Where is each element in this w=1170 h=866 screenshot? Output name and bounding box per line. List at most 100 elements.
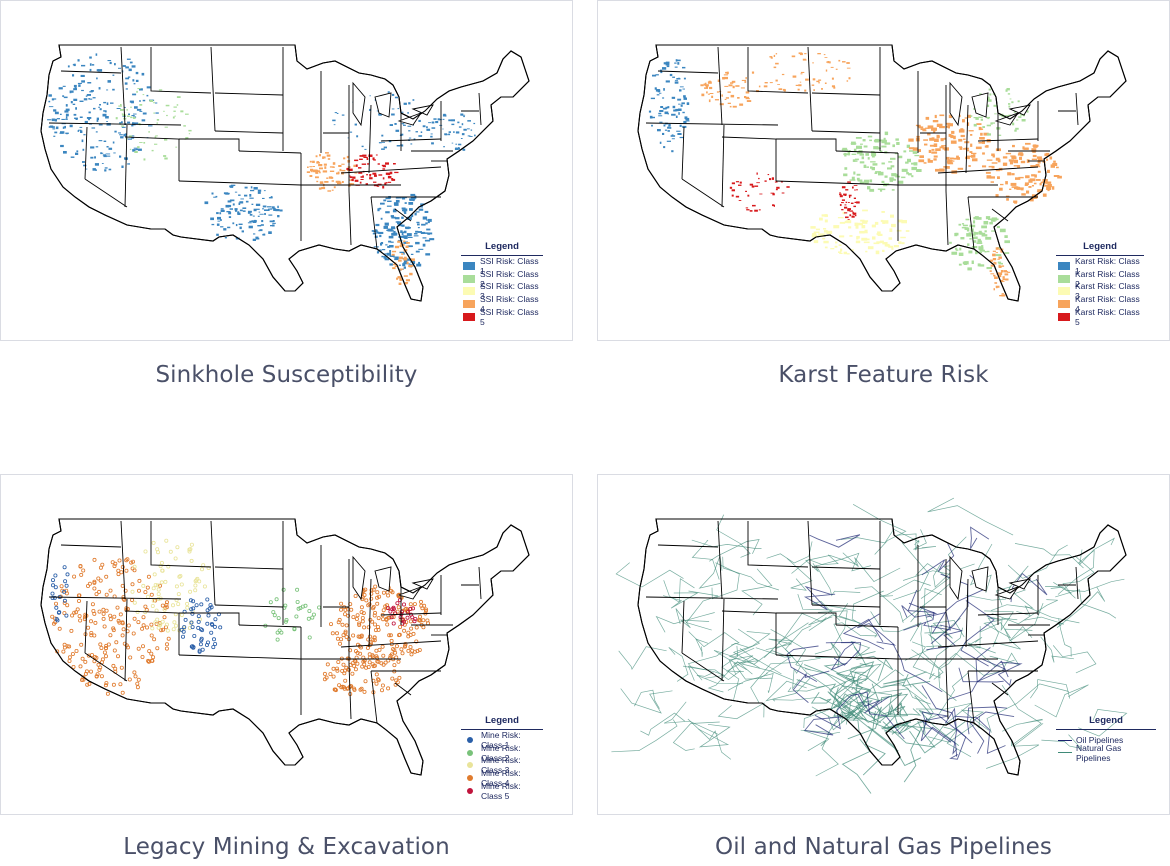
risk-area (108, 168, 112, 171)
risk-area (73, 84, 77, 88)
mine-site (57, 610, 62, 615)
risk-area (989, 93, 992, 96)
mine-site (84, 669, 89, 674)
mine-site (338, 607, 343, 612)
risk-area (73, 98, 78, 101)
risk-area (667, 126, 670, 129)
risk-area (382, 177, 385, 180)
state-border (776, 612, 837, 625)
risk-area (776, 186, 780, 189)
risk-area (106, 121, 108, 122)
risk-area (63, 151, 67, 154)
mine-site (159, 628, 164, 633)
risk-area (986, 267, 992, 270)
pipeline (765, 638, 793, 651)
risk-area (988, 165, 993, 168)
risk-area (896, 229, 902, 232)
map-frame: Legend Karst Risk: Class 1 Karst Risk: Cl… (597, 0, 1170, 341)
risk-area (1023, 147, 1029, 150)
pipeline (668, 647, 689, 682)
risk-area (355, 164, 358, 167)
risk-area (884, 131, 889, 136)
risk-area (804, 53, 807, 55)
mine-site (342, 686, 347, 691)
risk-area (771, 177, 774, 179)
mine-site (355, 613, 360, 618)
state-border (478, 566, 482, 600)
risk-area (77, 130, 80, 132)
risk-area (839, 252, 843, 254)
pipeline (842, 678, 871, 709)
risk-area (154, 136, 157, 139)
risk-area (1005, 181, 1008, 185)
mine-site (98, 565, 103, 570)
risk-area (142, 99, 146, 102)
risk-area (273, 208, 277, 211)
risk-area (682, 66, 686, 69)
state-border (717, 520, 723, 600)
mine-site (351, 615, 356, 620)
pipeline (800, 729, 839, 777)
risk-area (257, 189, 262, 192)
risk-area (656, 94, 660, 96)
risk-area (387, 173, 390, 176)
risk-area (228, 216, 232, 218)
risk-area (728, 84, 733, 87)
risk-area (428, 122, 432, 124)
risk-area (405, 279, 410, 282)
risk-area (401, 216, 404, 219)
state-border (179, 612, 240, 625)
risk-area (386, 229, 389, 231)
risk-area (326, 154, 331, 157)
mine-site (364, 598, 369, 603)
risk-area (906, 144, 910, 148)
risk-area (998, 262, 1003, 265)
mine-site (394, 678, 399, 683)
state-border (478, 92, 482, 126)
legend-label: Karst Risk: Class 4 (1075, 294, 1140, 315)
mine-site (367, 634, 372, 639)
risk-area (309, 175, 313, 177)
pipeline (850, 661, 905, 689)
risk-area (911, 166, 917, 171)
pipeline (945, 707, 958, 755)
risk-area (427, 221, 430, 224)
legend-swatch (463, 262, 475, 271)
risk-area (48, 94, 52, 97)
risk-area (318, 164, 323, 167)
mine-site (423, 608, 428, 613)
risk-area (773, 204, 775, 207)
mine-site (206, 566, 211, 571)
risk-area (60, 144, 64, 148)
pipeline (997, 661, 1023, 686)
risk-area (141, 119, 146, 122)
mine-site (181, 629, 186, 634)
risk-area (126, 109, 128, 111)
mine-site (271, 610, 276, 615)
mine-site (408, 632, 413, 637)
mine-site (81, 675, 86, 680)
mine-site (205, 597, 210, 602)
mine-site (130, 589, 135, 594)
risk-area (403, 102, 407, 105)
risk-area (1004, 252, 1010, 254)
risk-area (262, 205, 267, 208)
risk-area (990, 122, 993, 125)
risk-area (778, 88, 783, 90)
risk-area (404, 202, 407, 204)
risk-area (272, 220, 275, 222)
mine-site (408, 619, 413, 624)
risk-area (997, 159, 1001, 163)
risk-area (989, 259, 993, 262)
risk-area (998, 134, 1002, 136)
risk-area (127, 121, 131, 124)
mine-site (375, 677, 380, 682)
mine-site (151, 598, 156, 603)
mine-site (147, 649, 152, 654)
state-border (238, 182, 302, 186)
pipeline (792, 670, 830, 703)
pipeline (1024, 616, 1065, 627)
risk-area (335, 180, 340, 183)
risk-area (71, 90, 74, 93)
risk-area (683, 95, 686, 98)
